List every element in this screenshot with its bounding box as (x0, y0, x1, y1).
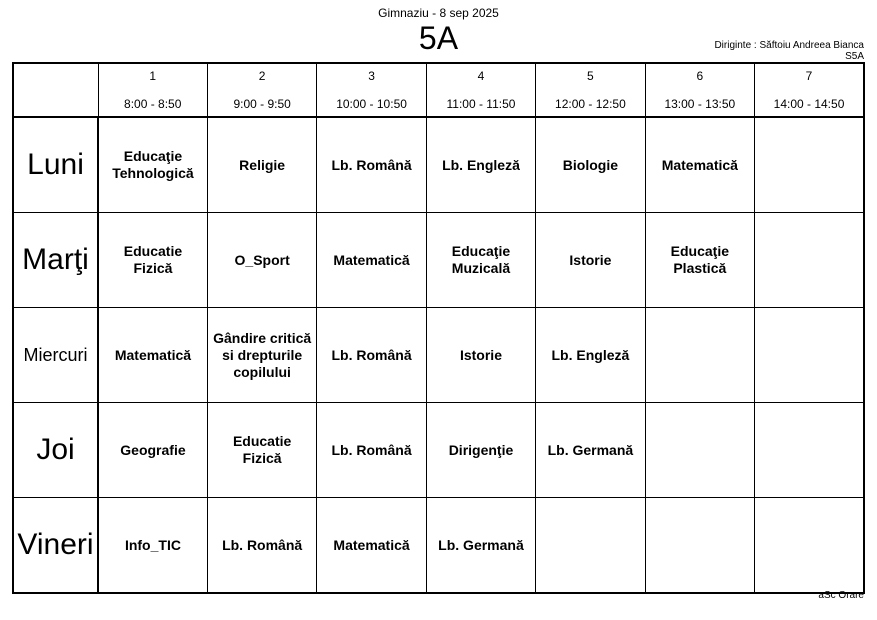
period-header: 4 11:00 - 11:50 (425, 62, 537, 118)
day-row: Vineri Info_TIC Lb. Română Matematică Lb. Ge… (12, 497, 865, 594)
day-row: Joi Geografie Educatie Fizică Lb. Română Dir… (12, 402, 865, 498)
day-label: Luni (12, 116, 99, 213)
lesson-cell (754, 402, 865, 498)
lesson-cell: Dirigenţie (425, 402, 537, 498)
period-number: 7 (805, 69, 813, 83)
period-header: 6 13:00 - 13:50 (644, 62, 756, 118)
lesson-cell: Educaţie Plastică (644, 212, 756, 308)
lesson-cell: Geografie (97, 402, 208, 498)
school-title: Gimnaziu - 8 sep 2025 (378, 6, 499, 20)
room: S5A (845, 51, 864, 62)
lesson-cell: Lb. Română (206, 497, 318, 594)
day-row: Miercuri Matematică Gândire critică si dre… (12, 307, 865, 403)
period-time: 11:00 - 11:50 (446, 97, 516, 111)
lesson-cell: Lb. Română (316, 307, 427, 403)
timetable: 1 8:00 - 8:50 2 9:00 - 9:50 3 10:00 - 10:50 4 1… (12, 62, 865, 594)
period-header: 1 8:00 - 8:50 (97, 62, 208, 118)
lesson-cell: Biologie (535, 116, 646, 213)
period-time: 12:00 - 12:50 (555, 97, 626, 111)
period-number: 4 (477, 69, 485, 83)
header-row: 1 8:00 - 8:50 2 9:00 - 9:50 3 10:00 - 10:50 4 1… (12, 62, 865, 118)
period-time: 14:00 - 14:50 (773, 97, 845, 111)
period-time: 13:00 - 13:50 (664, 97, 736, 111)
footer-credit: aSc Orare (818, 590, 864, 601)
period-header: 3 10:00 - 10:50 (316, 62, 427, 118)
period-header: 2 9:00 - 9:50 (206, 62, 318, 118)
lesson-cell: Lb. Română (316, 402, 427, 498)
lesson-cell (754, 212, 865, 308)
period-number: 5 (587, 69, 594, 83)
period-time: 8:00 - 8:50 (124, 97, 182, 111)
lesson-cell: Lb. Română (316, 116, 427, 213)
day-row: Luni Educaţie Tehnologică Religie Lb. Român… (12, 116, 865, 213)
lesson-cell: Matematică (644, 116, 756, 213)
day-label: Marţi (12, 212, 99, 308)
lesson-cell (754, 116, 865, 213)
teacher-name: Diriginte : Săftoiu Andreea Bianca (714, 40, 864, 51)
lesson-cell (754, 307, 865, 403)
lesson-cell: Lb. Germană (425, 497, 537, 594)
lesson-cell: Lb. Engleză (535, 307, 646, 403)
lesson-cell: Matematică (316, 497, 427, 594)
lesson-cell: Matematică (97, 307, 208, 403)
lesson-cell (644, 307, 756, 403)
lesson-cell: Educaţie Muzicală (425, 212, 537, 308)
corner-cell (12, 62, 99, 118)
class-title: 5A (418, 20, 459, 56)
lesson-cell: Lb. Engleză (425, 116, 537, 213)
teacher-info: Diriginte : Săftoiu Andreea Bianca S5A (714, 40, 864, 62)
period-header: 7 14:00 - 14:50 (754, 62, 865, 118)
lesson-cell (535, 497, 646, 594)
period-time: 10:00 - 10:50 (336, 97, 407, 111)
lesson-cell: Educatie Fizică (97, 212, 208, 308)
day-label: Vineri (12, 497, 99, 594)
period-number: 2 (258, 69, 266, 83)
period-number: 3 (368, 69, 375, 83)
lesson-cell: Educaţie Tehnologică (97, 116, 208, 213)
lesson-cell: Religie (206, 116, 318, 213)
day-label: Miercuri (12, 307, 99, 403)
period-number: 1 (149, 69, 157, 83)
lesson-cell (754, 497, 865, 594)
lesson-cell: Gândire critică si drepturile copilului (206, 307, 318, 403)
lesson-cell: O_Sport (206, 212, 318, 308)
lesson-cell (644, 497, 756, 594)
day-label: Joi (12, 402, 99, 498)
period-number: 6 (696, 69, 704, 83)
lesson-cell: Lb. Germană (535, 402, 646, 498)
lesson-cell: Istorie (535, 212, 646, 308)
lesson-cell: Info_TIC (97, 497, 208, 594)
period-time: 9:00 - 9:50 (233, 97, 291, 111)
lesson-cell (644, 402, 756, 498)
day-row: Marţi Educatie Fizică O_Sport Matematică Edu… (12, 212, 865, 308)
period-header: 5 12:00 - 12:50 (535, 62, 646, 118)
lesson-cell: Istorie (425, 307, 537, 403)
lesson-cell: Educatie Fizică (206, 402, 318, 498)
lesson-cell: Matematică (316, 212, 427, 308)
